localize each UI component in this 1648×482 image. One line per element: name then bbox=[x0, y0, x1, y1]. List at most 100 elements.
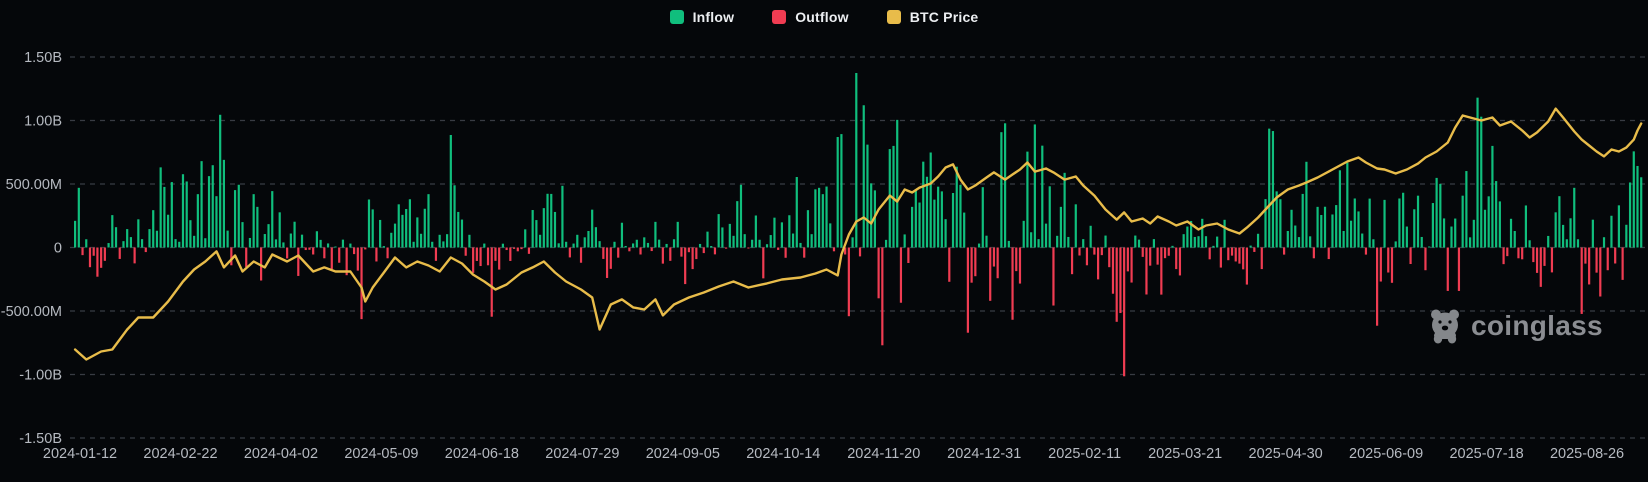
inflow-bar bbox=[546, 193, 549, 248]
inflow-bar bbox=[1067, 236, 1070, 248]
outflow-bar bbox=[330, 247, 333, 270]
inflow-bar bbox=[315, 231, 318, 248]
inflow-bar bbox=[1383, 199, 1386, 248]
inflow-bar bbox=[862, 105, 865, 248]
inflow-bar bbox=[1439, 183, 1442, 248]
inflow-bar bbox=[159, 167, 162, 248]
outflow-bar bbox=[1506, 247, 1509, 257]
legend-item-outflow[interactable]: Outflow bbox=[772, 9, 849, 25]
inflow-bar bbox=[1268, 128, 1271, 248]
inflow-bar bbox=[1256, 233, 1260, 248]
inflow-bar bbox=[155, 230, 159, 248]
inflow-bar bbox=[896, 119, 899, 248]
inflow-bar bbox=[888, 149, 891, 248]
inflow-bar bbox=[1033, 124, 1036, 248]
outflow-bar bbox=[479, 247, 482, 267]
inflow-bar bbox=[955, 166, 958, 248]
inflow-bar bbox=[576, 234, 579, 248]
inflow-bar bbox=[204, 238, 207, 248]
inflow-bar bbox=[572, 243, 575, 248]
inflow-bar bbox=[1569, 218, 1572, 248]
legend-item-btc-price[interactable]: BTC Price bbox=[886, 9, 979, 25]
inflow-swatch-icon bbox=[669, 10, 684, 24]
outflow-bar bbox=[1409, 247, 1412, 265]
inflow-bar bbox=[914, 190, 917, 248]
inflow-bar bbox=[550, 193, 553, 248]
inflow-bar bbox=[349, 243, 352, 248]
inflow-bar bbox=[1030, 232, 1033, 248]
coinglass-bear-icon bbox=[1431, 309, 1459, 344]
inflow-bar bbox=[460, 219, 464, 248]
outflow-bar bbox=[948, 247, 951, 282]
x-axis-label: 2024-01-12 bbox=[43, 446, 117, 462]
inflow-bar bbox=[442, 241, 445, 248]
inflow-bar bbox=[1305, 161, 1308, 248]
outflow-bar bbox=[579, 247, 583, 263]
outflow-bar bbox=[907, 247, 910, 263]
outflow-bar bbox=[687, 247, 690, 253]
outflow-bar bbox=[1364, 247, 1368, 255]
inflow-bar bbox=[542, 208, 545, 248]
inflow-bar bbox=[1182, 234, 1185, 248]
inflow-bar bbox=[1022, 220, 1025, 248]
inflow-bar bbox=[791, 233, 795, 248]
inflow-bar bbox=[944, 219, 947, 248]
inflow-bar bbox=[334, 246, 337, 248]
inflow-bar bbox=[1547, 235, 1550, 248]
outflow-bar bbox=[605, 247, 609, 278]
outflow-bar bbox=[475, 247, 478, 261]
outflow-bar bbox=[1149, 247, 1152, 266]
inflow-bar bbox=[698, 243, 702, 248]
inflow-bar bbox=[1476, 97, 1479, 248]
inflow-bar bbox=[196, 194, 199, 248]
outflow-bar bbox=[847, 247, 850, 317]
inflow-bar bbox=[271, 191, 274, 248]
outflow-bar bbox=[602, 247, 605, 259]
outflow-bar bbox=[1119, 247, 1122, 314]
outflow-bar bbox=[1115, 247, 1118, 322]
outflow-bar bbox=[989, 247, 992, 301]
inflow-bar bbox=[446, 234, 449, 248]
y-axis-label: -500.00M bbox=[1, 304, 62, 320]
inflow-bar bbox=[676, 221, 679, 248]
inflow-bar bbox=[765, 244, 769, 248]
inflow-bar bbox=[594, 227, 597, 248]
outflow-bar bbox=[992, 247, 996, 267]
inflow-bar bbox=[1290, 209, 1293, 248]
inflow-bar bbox=[870, 183, 873, 248]
inflow-bar bbox=[167, 214, 170, 248]
inflow-bar bbox=[985, 235, 988, 248]
inflow-bar bbox=[773, 217, 776, 248]
inflow-bar bbox=[1152, 239, 1155, 248]
outflow-bar bbox=[1167, 247, 1170, 256]
inflow-bar bbox=[1431, 203, 1434, 248]
outflow-bar bbox=[639, 247, 642, 255]
inflow-bar bbox=[252, 194, 255, 248]
y-axis-label: 0 bbox=[54, 241, 62, 257]
outflow-bar bbox=[360, 247, 363, 320]
outflow-bar bbox=[490, 247, 493, 317]
inflow-bar bbox=[587, 230, 590, 248]
inflow-bar bbox=[170, 182, 173, 248]
outflow-bar bbox=[858, 247, 862, 257]
outflow-bar bbox=[472, 247, 475, 273]
outflow-bar bbox=[1260, 247, 1263, 270]
inflow-bar bbox=[1335, 205, 1338, 248]
inflow-bar bbox=[959, 184, 962, 248]
inflow-bar bbox=[1420, 236, 1423, 248]
inflow-bar bbox=[553, 211, 557, 248]
inflow-bar bbox=[274, 239, 278, 248]
inflow-bar bbox=[278, 212, 281, 248]
legend-item-inflow[interactable]: Inflow bbox=[669, 9, 735, 25]
inflow-bar bbox=[85, 239, 88, 248]
inflow-bar bbox=[1004, 123, 1007, 248]
inflow-bar bbox=[643, 237, 646, 248]
inflow-bar bbox=[367, 199, 371, 248]
inflow-bar bbox=[74, 220, 77, 248]
outflow-bar bbox=[520, 247, 523, 250]
inflow-bar bbox=[1026, 151, 1029, 248]
outflow-bar bbox=[725, 247, 728, 249]
outflow-bar bbox=[966, 247, 969, 333]
outflow-bar bbox=[527, 247, 531, 254]
inflow-bar bbox=[598, 241, 601, 248]
